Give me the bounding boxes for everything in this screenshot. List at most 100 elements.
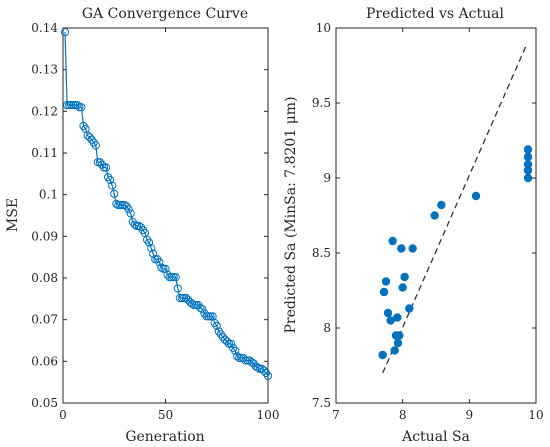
convergence-point xyxy=(157,263,166,272)
scatter-point xyxy=(400,272,409,282)
scatter-point xyxy=(379,287,389,297)
convergence-point xyxy=(63,100,72,110)
scatter-point xyxy=(405,304,414,313)
scatter-point xyxy=(430,211,439,220)
y-tick-label: 0.05 xyxy=(31,396,58,410)
convergence-point xyxy=(151,255,160,264)
convergence-point xyxy=(67,100,76,110)
y-tick-label: 7.5 xyxy=(312,396,331,410)
scatter-point xyxy=(388,236,397,246)
scatter-point xyxy=(523,160,533,169)
y-tick-label: 0.07 xyxy=(31,313,58,327)
convergence-point xyxy=(99,163,109,172)
scatter-point xyxy=(523,166,533,175)
predicted-vs-actual-chart: Predicted vs Actual 7.588.599.510 7 8 9 10 … xyxy=(283,6,544,445)
convergence-x-label: Generation xyxy=(125,429,204,445)
x-tick-label: 10 xyxy=(528,408,543,422)
convergence-point xyxy=(175,293,184,303)
predicted-vs-actual-x-ticks: 7 8 9 10 xyxy=(332,28,544,422)
scatter-point xyxy=(437,200,446,210)
x-tick-label: 50 xyxy=(158,408,173,422)
y-tick-label: 0.09 xyxy=(31,229,58,243)
convergence-point xyxy=(134,221,143,231)
convergence-point xyxy=(171,273,180,282)
y-tick-label: 8 xyxy=(323,321,331,335)
convergence-point xyxy=(218,333,227,342)
scatter-point xyxy=(393,338,403,348)
convergence-point xyxy=(155,258,164,267)
convergence-point xyxy=(108,181,117,190)
convergence-point xyxy=(126,209,135,218)
convergence-point xyxy=(177,293,186,303)
convergence-point xyxy=(259,366,268,375)
y-tick-label: 0.06 xyxy=(31,354,58,368)
convergence-point xyxy=(149,249,158,258)
scatter-point xyxy=(393,313,402,322)
convergence-series xyxy=(60,28,273,381)
convergence-point xyxy=(204,312,213,321)
y-tick-label: 0.1 xyxy=(39,188,58,202)
y-tick-label: 0.13 xyxy=(31,63,58,77)
convergence-point xyxy=(173,284,182,293)
scatter-point xyxy=(523,152,533,162)
convergence-point xyxy=(220,335,230,344)
convergence-point xyxy=(263,371,273,381)
convergence-point xyxy=(245,356,254,365)
y-tick-label: 10 xyxy=(316,21,331,35)
convergence-point xyxy=(255,364,264,373)
scatter-point xyxy=(471,191,481,201)
convergence-point xyxy=(73,100,82,110)
predicted-vs-actual-y-label: Predicted Sa (MinSa: 7.8201 μm) xyxy=(283,96,299,333)
convergence-point xyxy=(106,175,115,185)
predicted-vs-actual-y-ticks: 7.5 8 8.5 9 9.5 10 xyxy=(312,21,536,410)
convergence-point xyxy=(116,200,125,210)
convergence-point xyxy=(110,189,119,198)
predicted-vs-actual-x-label: Actual Sa xyxy=(401,429,470,445)
y-tick-label: 0.08 xyxy=(31,271,58,285)
convergence-point xyxy=(120,200,129,210)
y-tick-label: 9 xyxy=(323,171,331,185)
convergence-point xyxy=(169,273,178,282)
convergence-point xyxy=(222,337,232,346)
convergence-point xyxy=(224,339,234,348)
convergence-point xyxy=(247,358,256,367)
convergence-point xyxy=(231,346,240,356)
convergence-point xyxy=(93,158,102,167)
x-tick-label: 7 xyxy=(332,408,340,422)
scatter-point xyxy=(397,244,406,253)
convergence-point xyxy=(206,312,215,321)
convergence-point xyxy=(198,305,207,314)
convergence-point xyxy=(60,28,70,37)
convergence-point xyxy=(196,303,205,313)
x-tick-label: 9 xyxy=(466,408,474,422)
convergence-point xyxy=(95,158,105,167)
convergence-y-ticks: 0.05 0.06 0.07 0.08 0.09 0.1 0.11 0.12 0.13 0.14 xyxy=(31,21,268,410)
convergence-point xyxy=(118,200,127,210)
convergence-chart-title: GA Convergence Curve xyxy=(82,6,248,22)
scatter-point xyxy=(386,316,395,325)
scatter-point xyxy=(523,145,533,154)
scatter-point xyxy=(381,277,391,286)
convergence-point xyxy=(188,299,197,308)
predicted-vs-actual-title: Predicted vs Actual xyxy=(366,6,504,22)
convergence-point xyxy=(124,205,133,214)
convergence-chart: GA Convergence Curve 0.05 0.06 0.07 0.08 0.0… xyxy=(5,6,279,445)
convergence-point xyxy=(179,293,189,303)
x-tick-label: 0 xyxy=(59,408,67,422)
convergence-point xyxy=(75,103,84,112)
scatter-point xyxy=(390,346,399,355)
convergence-point xyxy=(91,141,100,150)
y-tick-label: 0.14 xyxy=(31,21,58,35)
convergence-point xyxy=(181,293,191,303)
convergence-point xyxy=(165,273,174,282)
convergence-point xyxy=(132,221,141,231)
y-tick-label: 9.5 xyxy=(312,96,331,110)
scatter-point xyxy=(378,350,387,360)
scatter-point xyxy=(408,244,417,253)
convergence-point xyxy=(227,339,236,348)
convergence-point xyxy=(65,100,74,110)
y-tick-label: 0.11 xyxy=(31,146,58,160)
convergence-point xyxy=(167,273,176,282)
convergence-point xyxy=(192,300,201,310)
